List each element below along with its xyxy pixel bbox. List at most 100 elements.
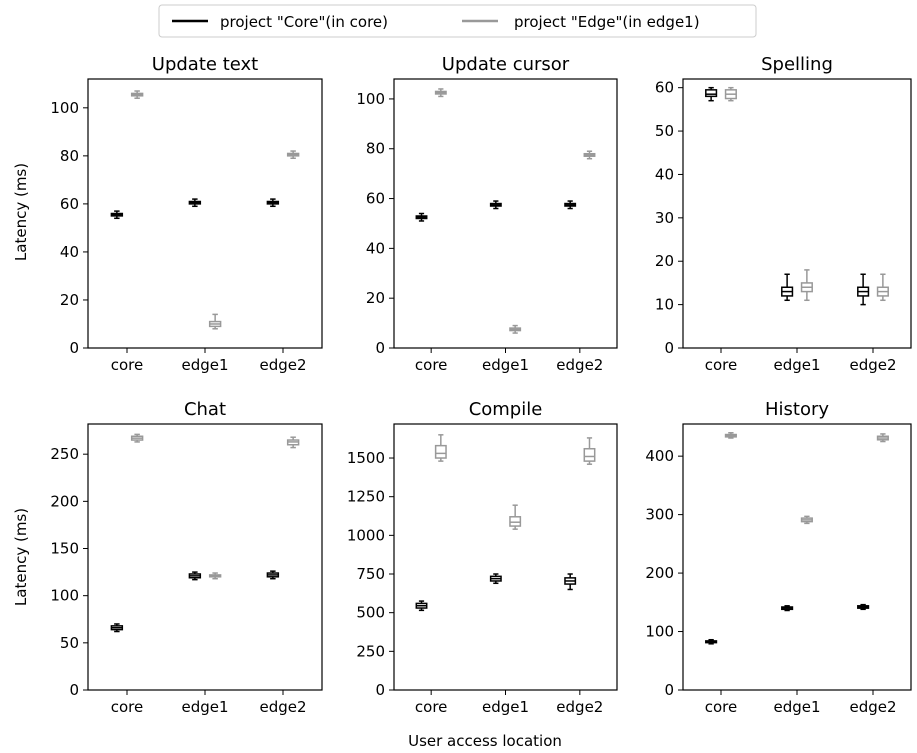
y-tick-label: 100 xyxy=(50,587,79,605)
series-core xyxy=(705,86,870,306)
y-tick-label: 150 xyxy=(50,540,79,558)
x-tick-label: edge1 xyxy=(773,356,820,374)
box-plot xyxy=(415,212,428,222)
subplot-title: Chat xyxy=(184,399,226,420)
plot-frame xyxy=(393,423,618,691)
y-tick-label: 0 xyxy=(664,339,674,357)
subplot-title: History xyxy=(765,399,829,420)
box-plot xyxy=(724,86,737,102)
series-edge xyxy=(724,86,889,302)
plot-frame xyxy=(682,423,912,691)
x-tick-label: core xyxy=(705,356,738,374)
y-tick-label: 60 xyxy=(60,195,79,213)
y-tick-label: 1250 xyxy=(347,488,385,506)
y-tick-label: 50 xyxy=(655,122,674,140)
y-tick-label: 20 xyxy=(366,289,385,307)
box-plot xyxy=(208,313,222,330)
x-tick-label: edge1 xyxy=(181,698,228,716)
y-tick-label: 400 xyxy=(645,447,674,465)
series-edge xyxy=(434,434,596,530)
y-tick-label: 100 xyxy=(50,99,79,117)
box-plot xyxy=(415,600,428,612)
box-plot xyxy=(286,150,300,160)
y-tick-label: 30 xyxy=(655,209,674,227)
y-tick-label: 100 xyxy=(645,623,674,641)
box-plot xyxy=(266,570,280,580)
x-tick-label: core xyxy=(415,698,448,716)
subplot-title: Compile xyxy=(469,399,543,420)
y-tick-label: 0 xyxy=(69,339,79,357)
legend-frame xyxy=(158,4,757,38)
y-tick-label: 0 xyxy=(69,681,79,699)
y-tick-label: 50 xyxy=(60,634,79,652)
legend: project "Core"(in core) project "Edge"(i… xyxy=(158,4,757,38)
y-tick-label: 1500 xyxy=(347,449,385,467)
box-plot xyxy=(188,571,202,581)
y-tick-label: 300 xyxy=(645,506,674,524)
subplot-compile: Compile 0 250 500 750 1000 1250 1500 core edge1 ed… xyxy=(347,399,618,716)
y-tick-label: 0 xyxy=(375,681,385,699)
box-plot xyxy=(876,433,889,443)
y-tick-label: 200 xyxy=(50,492,79,510)
x-tick-label: edge1 xyxy=(773,698,820,716)
x-tick-label: edge1 xyxy=(181,356,228,374)
box-plot xyxy=(800,269,813,302)
y-tick-label: 750 xyxy=(356,565,385,583)
subplot-title: Update cursor xyxy=(442,54,570,75)
subplot-chat: Chat 0 50 100 150 200 250 core edge1 edge2 xyxy=(50,399,323,716)
x-tick-label: edge1 xyxy=(482,356,529,374)
box-plot xyxy=(564,200,577,210)
series-core xyxy=(110,198,280,220)
y-tick-label: 10 xyxy=(655,296,674,314)
series-edge xyxy=(130,433,300,580)
box-iqr xyxy=(509,516,522,527)
box-plot xyxy=(489,573,502,585)
subplot-spelling: Spelling 0 10 20 30 40 50 60 core edge1 edge2 xyxy=(655,54,912,374)
x-tick-label: edge2 xyxy=(849,356,896,374)
subplot-update-cursor: Update cursor 0 20 40 60 80 100 core edge1 edge2 xyxy=(356,54,618,374)
box-plot xyxy=(130,433,144,443)
box-plot xyxy=(564,573,577,591)
y-tick-label: 100 xyxy=(356,90,385,108)
y-tick-label: 60 xyxy=(366,190,385,208)
subplot-history: History 0 100 200 300 400 core edge1 edge2 xyxy=(645,399,912,716)
x-tick-label: edge2 xyxy=(259,356,306,374)
y-tick-label: 250 xyxy=(356,642,385,660)
box-plot xyxy=(188,198,202,208)
plot-frame xyxy=(87,423,323,691)
x-axis-label: User access location xyxy=(408,732,562,750)
series-core xyxy=(705,603,870,645)
subplot-title: Update text xyxy=(152,54,258,75)
subplot-update-text: Update text 0 20 40 60 80 100 core edge1 edge2 xyxy=(50,54,323,374)
y-tick-label: 250 xyxy=(50,445,79,463)
box-plot xyxy=(208,572,222,580)
y-tick-label: 200 xyxy=(645,564,674,582)
box-plot xyxy=(583,437,596,465)
box-iqr xyxy=(583,447,596,462)
box-plot xyxy=(857,273,870,306)
box-plot xyxy=(489,200,502,210)
box-plot xyxy=(266,198,280,208)
x-tick-label: edge2 xyxy=(556,356,603,374)
y-tick-label: 500 xyxy=(356,604,385,622)
plot-frame xyxy=(393,78,618,349)
subplot-title: Spelling xyxy=(761,54,833,75)
box-plot xyxy=(705,86,718,102)
box-plot xyxy=(434,434,447,462)
x-tick-label: edge2 xyxy=(556,698,603,716)
series-edge xyxy=(130,90,300,330)
y-tick-label: 40 xyxy=(655,165,674,183)
box-plot xyxy=(876,273,889,302)
x-tick-label: core xyxy=(415,356,448,374)
y-tick-label: 60 xyxy=(655,79,674,97)
box-plot xyxy=(509,504,522,530)
plot-frame xyxy=(87,78,323,349)
box-plot xyxy=(781,605,794,612)
series-core xyxy=(110,570,280,633)
box-plot xyxy=(583,150,596,160)
box-plot xyxy=(857,603,870,611)
y-tick-label: 0 xyxy=(375,339,385,357)
legend-core-label: project "Core"(in core) xyxy=(220,13,388,31)
